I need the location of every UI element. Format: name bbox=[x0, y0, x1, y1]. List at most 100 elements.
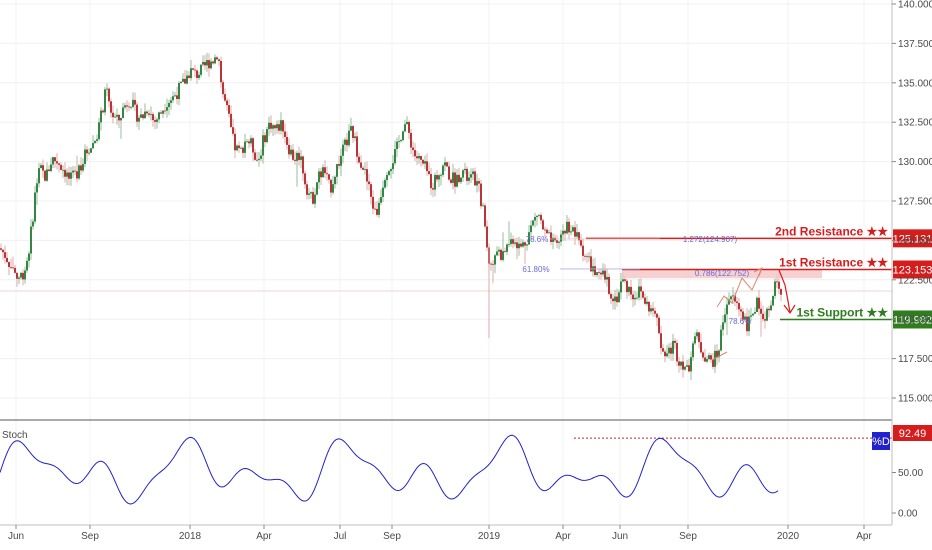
candle-body bbox=[704, 357, 706, 362]
candle-body bbox=[252, 138, 254, 153]
price-tick-label: 130.000 bbox=[898, 157, 932, 168]
candle-body bbox=[92, 142, 94, 149]
candle-body bbox=[460, 177, 462, 183]
candle-body bbox=[98, 122, 100, 140]
candle-body bbox=[174, 95, 176, 97]
candle-body bbox=[242, 147, 244, 153]
fibonacci-annotations: 1.272(124.907) 0.786(122.752) 61.80% 78.6% 7… bbox=[522, 235, 751, 326]
time-tick-label: Jun bbox=[8, 531, 24, 542]
candle-body bbox=[664, 351, 666, 357]
candle-body bbox=[414, 150, 416, 157]
candle-body bbox=[776, 281, 778, 283]
candle-body bbox=[536, 215, 538, 217]
candle-body bbox=[582, 245, 584, 256]
candle-body bbox=[346, 139, 348, 146]
candle-body bbox=[550, 232, 552, 242]
candle-body bbox=[54, 157, 56, 162]
candle-body bbox=[430, 174, 432, 189]
candle-body bbox=[310, 192, 312, 194]
price-tag bbox=[893, 229, 932, 248]
candle-body bbox=[380, 197, 382, 203]
candle-body bbox=[674, 340, 676, 343]
candle-body bbox=[490, 263, 492, 265]
series-tag bbox=[872, 432, 890, 450]
candle-body bbox=[732, 295, 734, 297]
candle-body bbox=[640, 286, 642, 292]
candle-body bbox=[406, 121, 408, 125]
candle-body bbox=[434, 175, 436, 190]
candle-body bbox=[512, 239, 514, 244]
candle-body bbox=[278, 124, 280, 131]
candle-body bbox=[772, 295, 774, 306]
candle-body bbox=[328, 174, 330, 180]
arrow-head bbox=[753, 266, 763, 277]
candle-body bbox=[770, 305, 772, 311]
candle-body bbox=[292, 149, 294, 160]
candle-body bbox=[642, 291, 644, 298]
candle-body bbox=[184, 78, 186, 84]
stoch-axis[interactable]: 50.00 0.00 bbox=[892, 468, 923, 520]
candle-body bbox=[338, 164, 340, 166]
price-axis[interactable]: 140.000 137.500 135.000 132.500 130.000 127.5… bbox=[892, 0, 932, 405]
candle-body bbox=[14, 267, 16, 273]
candle-body bbox=[510, 239, 512, 245]
stochastic-oscillator: %D 92.49 bbox=[0, 425, 932, 505]
candle-body bbox=[188, 75, 190, 79]
candle-body bbox=[726, 304, 728, 315]
candle-body bbox=[294, 159, 296, 161]
candle-body bbox=[750, 315, 752, 317]
candle-body bbox=[106, 88, 108, 90]
candle-body bbox=[420, 155, 422, 160]
candle-body bbox=[706, 359, 708, 362]
candle-body bbox=[666, 353, 668, 357]
candle-body bbox=[88, 152, 90, 154]
candle-body bbox=[350, 126, 352, 131]
candle-body bbox=[548, 232, 550, 234]
candle-body bbox=[532, 220, 534, 226]
candle-body bbox=[740, 309, 742, 312]
candle-body bbox=[634, 297, 636, 300]
candle-body bbox=[570, 231, 572, 233]
candle-body bbox=[388, 171, 390, 175]
candle-body bbox=[80, 165, 82, 171]
time-tick-label: 2018 bbox=[179, 531, 202, 542]
main-pane-background bbox=[0, 0, 892, 420]
candlesticks bbox=[0, 52, 782, 381]
candle-body bbox=[94, 140, 96, 143]
candle-body bbox=[240, 147, 242, 149]
candle-body bbox=[322, 167, 324, 178]
candle-body bbox=[142, 114, 144, 119]
candle-body bbox=[182, 78, 184, 82]
candle-body bbox=[100, 110, 102, 123]
candle-body bbox=[26, 260, 28, 271]
candle-body bbox=[504, 251, 506, 252]
candle-body bbox=[728, 299, 730, 305]
candle-body bbox=[560, 234, 562, 242]
candle-body bbox=[590, 256, 592, 272]
fib-label: 78.6% bbox=[526, 235, 549, 244]
candle-body bbox=[8, 262, 10, 268]
candle-body bbox=[632, 294, 634, 300]
candle-body bbox=[28, 253, 30, 261]
candle-body bbox=[360, 162, 362, 168]
fib-label: 61.80% bbox=[522, 265, 549, 274]
candle-body bbox=[38, 168, 40, 184]
candle-body bbox=[654, 310, 656, 314]
candle-body bbox=[30, 226, 32, 254]
candle-body bbox=[646, 301, 648, 304]
candle-body bbox=[542, 220, 544, 230]
candle-body bbox=[422, 159, 424, 164]
time-axis[interactable]: Jun Sep 2018 Apr Jul Sep 2019 Apr Jun Sep 2020 Apr bbox=[8, 525, 873, 542]
candle-body bbox=[524, 242, 526, 246]
series-tag-label: %D bbox=[872, 436, 890, 448]
candle-body bbox=[606, 276, 608, 280]
stoch-value-tag bbox=[893, 425, 932, 441]
candle-body bbox=[172, 96, 174, 101]
candle-body bbox=[40, 165, 42, 169]
candle-body bbox=[110, 101, 112, 113]
level-label: 2nd Resistance ★★ bbox=[775, 224, 888, 238]
candle-body bbox=[324, 167, 326, 174]
candle-body bbox=[246, 141, 248, 143]
candle-body bbox=[680, 361, 682, 366]
